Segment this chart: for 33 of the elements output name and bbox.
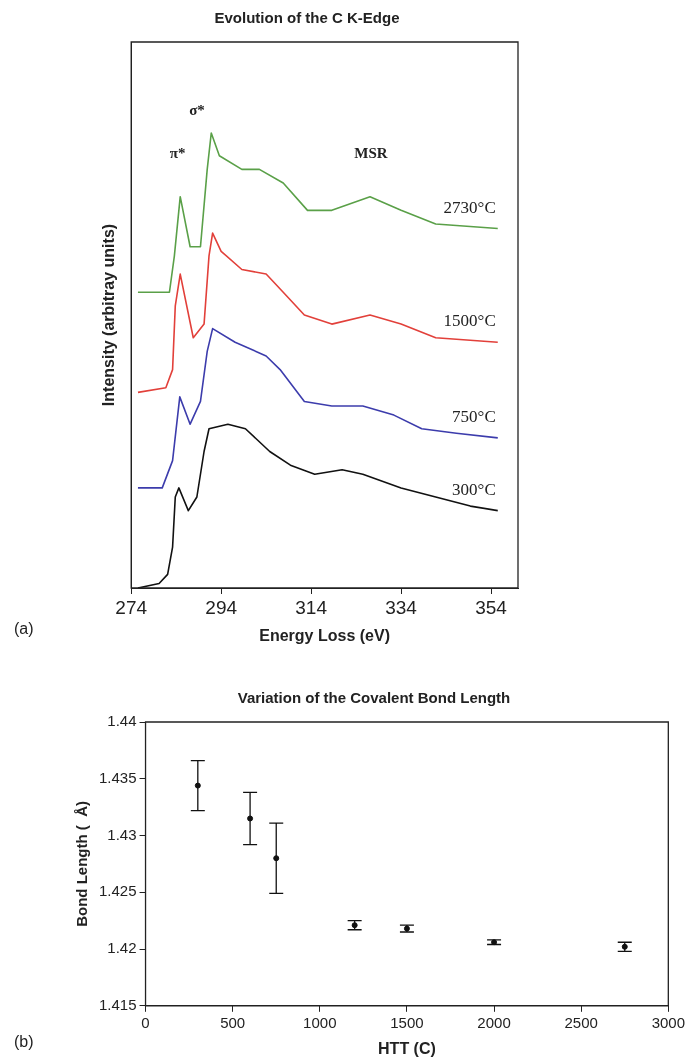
chart-title: Variation of the Covalent Bond Length [237, 689, 511, 707]
y-tick-label: 1.435 [98, 768, 137, 786]
x-tick-label: 3000 [651, 1013, 685, 1031]
y-axis-title: Bond Length ( Å) [73, 800, 91, 927]
y-axis-title: Intensity (arbitray units) [100, 223, 118, 407]
series-label: 2730°C [443, 197, 496, 217]
x-tick-label: 2000 [477, 1013, 511, 1031]
x-tick-label: 1500 [390, 1013, 424, 1031]
x-axis-title: Energy Loss (eV) [259, 626, 390, 644]
series-label: 300°C [452, 479, 496, 499]
y-tick-label: 1.425 [98, 882, 137, 900]
x-tick-label: 0 [141, 1013, 150, 1031]
text: (a) [14, 620, 34, 638]
series-label: 1500°C [443, 311, 496, 331]
x-tick-label: 2500 [564, 1013, 598, 1031]
x-tick-label: 500 [220, 1013, 246, 1031]
chart-title: Evolution of the C K-Edge [214, 9, 400, 27]
y-tick-label: 1.42 [107, 939, 137, 957]
x-tick-label: 1000 [303, 1013, 337, 1031]
text: σ* [189, 101, 205, 118]
annotation: MSR [354, 145, 388, 162]
x-axis-title: HTT (C) [378, 1039, 436, 1057]
y-tick-label: 1.43 [107, 825, 137, 843]
text: (b) [14, 1033, 34, 1051]
x-tick-label: 354 [475, 596, 508, 618]
y-tick-label: 1.44 [107, 712, 137, 730]
x-tick-label: 294 [205, 596, 238, 618]
y-tick-label: 1.415 [98, 995, 137, 1013]
x-tick-label: 334 [385, 596, 418, 618]
x-tick-label: 314 [295, 596, 328, 618]
annotation: π* [169, 145, 186, 162]
series-label: 750°C [452, 406, 496, 426]
x-tick-label: 274 [115, 596, 148, 618]
